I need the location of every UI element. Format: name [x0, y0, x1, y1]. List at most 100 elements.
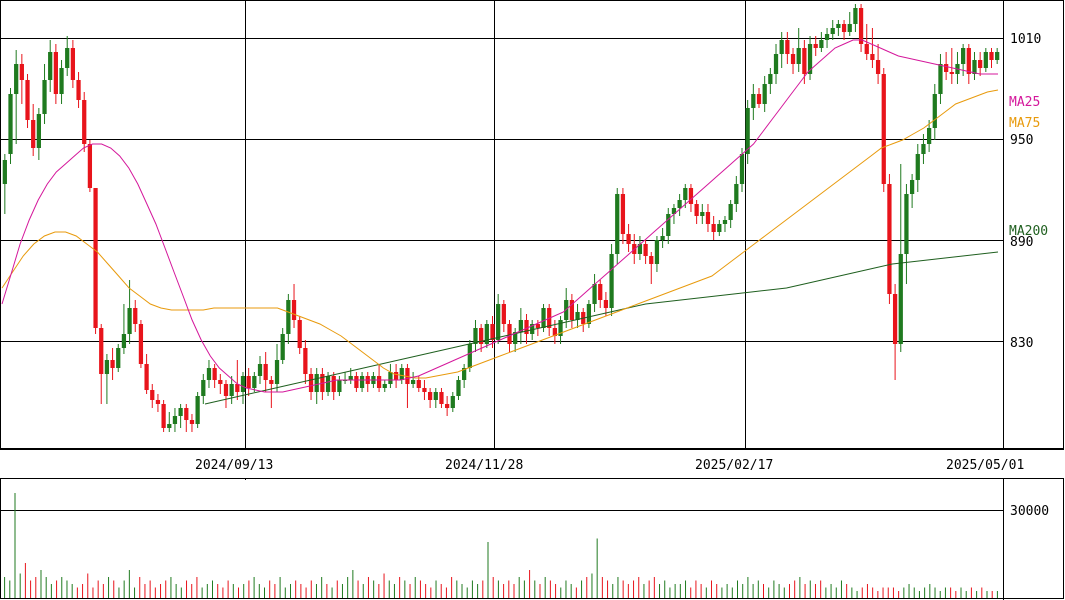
candle-body — [813, 44, 818, 48]
candle-body — [756, 94, 762, 104]
candle-body — [2, 160, 7, 184]
candle-body — [875, 60, 881, 74]
candle-body — [235, 384, 240, 392]
date-tick-1: 2024/09/13 — [195, 458, 273, 473]
candle-body — [819, 40, 824, 48]
candle-body — [773, 54, 779, 74]
candle-body — [240, 376, 246, 392]
moving-average-lines — [1, 39, 999, 405]
candle-body — [53, 52, 58, 94]
date-tick-2: 2024/11/28 — [445, 458, 523, 473]
candle-body — [144, 364, 149, 390]
candle-body — [921, 144, 926, 154]
candle-body — [864, 44, 869, 54]
candle-body — [65, 48, 70, 68]
candle-body — [87, 144, 93, 188]
candle-body — [700, 212, 705, 216]
candle-body — [496, 304, 501, 340]
candle-body — [19, 64, 24, 80]
candle-body — [966, 48, 971, 74]
candle-body — [48, 52, 53, 80]
candle-body — [649, 256, 654, 264]
candle-body — [59, 68, 64, 94]
price-tick-890: 890 — [1010, 235, 1033, 250]
candle-body — [830, 28, 835, 34]
candle-body — [592, 284, 597, 304]
candle-body — [790, 54, 796, 64]
candle-body — [558, 320, 563, 336]
candlestick-series — [2, 4, 1000, 432]
price-axis-labels: 1010 950 890 830 — [1010, 32, 1041, 351]
candle-body — [490, 324, 495, 340]
candle-body — [683, 188, 688, 200]
candle-body — [779, 40, 784, 54]
candle-body — [739, 154, 745, 184]
candle-body — [745, 108, 750, 154]
candle-body — [995, 52, 1000, 60]
candle-body — [252, 376, 257, 388]
candle-body — [433, 392, 438, 400]
ma75-label: MA75 — [1009, 116, 1040, 131]
candle-body — [615, 194, 620, 254]
candle-body — [218, 380, 223, 384]
candle-body — [212, 368, 217, 380]
candle-body — [841, 24, 847, 32]
candle-body — [513, 332, 518, 344]
candle-body — [870, 54, 875, 60]
candle-body — [25, 80, 30, 120]
candle-body — [541, 308, 546, 328]
candle-body — [535, 324, 540, 328]
candle-body — [393, 372, 399, 380]
candle-body — [456, 380, 461, 396]
candle-body — [308, 374, 314, 392]
ma25-label: MA25 — [1009, 95, 1040, 110]
candle-body — [314, 374, 319, 392]
candle-body — [280, 334, 285, 360]
candle-body — [705, 212, 711, 224]
candle-body — [354, 376, 359, 388]
candle-body — [518, 320, 523, 332]
candle-body — [637, 244, 643, 254]
candle-body — [206, 368, 212, 380]
candle-body — [133, 308, 138, 324]
candle-body — [172, 416, 178, 424]
candle-body — [263, 364, 268, 380]
candle-body — [427, 392, 433, 400]
candle-body — [257, 364, 263, 376]
volume-bars — [4, 493, 998, 598]
candle-body — [824, 34, 830, 40]
candle-body — [853, 8, 858, 24]
candle-body — [751, 94, 756, 108]
candle-body — [303, 348, 308, 374]
candle-body — [654, 240, 660, 264]
candle-body — [858, 8, 864, 44]
candle-body — [388, 372, 393, 384]
candle-body — [926, 128, 932, 144]
candle-body — [609, 254, 614, 308]
candle-body — [728, 204, 733, 220]
candle-body — [416, 380, 421, 388]
candle-body — [836, 24, 841, 28]
candle-body — [223, 384, 229, 396]
candle-body — [445, 404, 450, 408]
candle-body — [331, 376, 336, 392]
candle-body — [439, 392, 444, 404]
candle-body — [297, 320, 302, 348]
candle-body — [286, 300, 291, 334]
candle-body — [70, 48, 76, 80]
candle-body — [989, 52, 994, 60]
candle-body — [671, 208, 677, 214]
candle-body — [586, 304, 592, 324]
candle-body — [155, 400, 161, 404]
candle-body — [660, 236, 665, 240]
candle-body — [325, 376, 331, 392]
candle-body — [978, 60, 983, 68]
candle-body — [802, 48, 807, 74]
candle-body — [807, 44, 813, 74]
candle-body — [291, 300, 297, 320]
candle-body — [99, 328, 104, 374]
candle-body — [524, 320, 529, 334]
candle-body — [14, 64, 19, 94]
candle-body — [184, 408, 189, 420]
